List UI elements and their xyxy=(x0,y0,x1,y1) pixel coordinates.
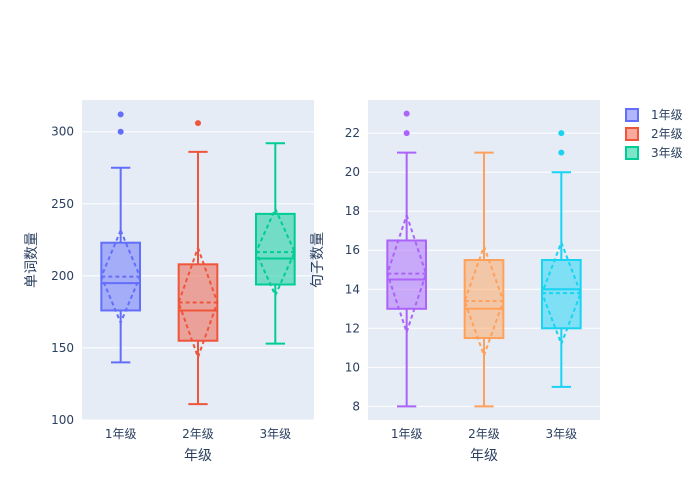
legend-label: 3年级 xyxy=(651,146,683,160)
x-tick-label: 2年级 xyxy=(182,427,214,441)
legend-item[interactable]: 3年级 xyxy=(625,146,683,160)
legend-item[interactable]: 2年级 xyxy=(625,127,683,141)
y-tick-label: 200 xyxy=(51,269,74,283)
outlier-point[interactable] xyxy=(117,128,124,135)
sd-diamond xyxy=(463,243,505,359)
y-axis-title: 单词数量 xyxy=(24,232,40,288)
sd-diamond xyxy=(100,227,142,326)
sd-diamond xyxy=(177,244,219,361)
box-iqr xyxy=(255,212,296,286)
legend-label: 2年级 xyxy=(651,127,683,141)
legend[interactable]: 1年级 2年级 3年级 xyxy=(625,108,683,160)
x-axis-title: 年级 xyxy=(184,448,212,464)
outlier-point[interactable] xyxy=(117,111,124,118)
y-tick-label: 16 xyxy=(345,243,360,257)
box-iqr xyxy=(386,239,428,310)
x-axis-title: 年级 xyxy=(470,448,498,464)
box-trace[interactable] xyxy=(463,151,505,408)
box-trace[interactable] xyxy=(540,130,582,388)
x-tick-label: 3年级 xyxy=(260,427,292,441)
y-tick-label: 300 xyxy=(51,125,74,139)
sd-diamond xyxy=(254,206,296,298)
sd-diamond xyxy=(540,239,582,347)
outlier-point[interactable] xyxy=(403,130,410,137)
x-tick-label: 2年级 xyxy=(468,427,500,441)
x-tick-label: 1年级 xyxy=(105,427,137,441)
outlier-point[interactable] xyxy=(195,120,201,127)
box-iqr xyxy=(463,259,505,340)
legend-swatch xyxy=(625,108,639,122)
y-tick-label: 250 xyxy=(51,197,74,211)
box-iqr xyxy=(100,241,142,312)
y-tick-label: 10 xyxy=(345,360,360,374)
legend-swatch xyxy=(625,146,639,160)
y-tick-label: 14 xyxy=(345,282,360,296)
outlier-point[interactable] xyxy=(558,149,565,156)
legend-label: 1年级 xyxy=(651,108,683,122)
y-tick-label: 100 xyxy=(51,413,74,427)
box-iqr xyxy=(177,263,219,342)
outlier-point[interactable] xyxy=(558,130,565,137)
x-tick-label: 3年级 xyxy=(546,427,578,441)
box-trace[interactable] xyxy=(100,111,142,364)
y-tick-label: 8 xyxy=(352,399,360,413)
box-iqr xyxy=(541,259,582,330)
y-axis-title: 句子数量 xyxy=(310,232,326,288)
y-tick-label: 18 xyxy=(345,204,360,218)
box-trace[interactable] xyxy=(254,142,296,345)
y-tick-label: 20 xyxy=(345,165,360,179)
legend-swatch xyxy=(625,127,639,141)
sd-diamond xyxy=(386,211,428,336)
outlier-point[interactable] xyxy=(403,110,410,117)
legend-item[interactable]: 1年级 xyxy=(625,108,683,122)
box-trace[interactable] xyxy=(177,120,219,406)
y-tick-label: 150 xyxy=(51,341,74,355)
box-trace[interactable] xyxy=(386,110,428,408)
y-tick-label: 12 xyxy=(345,321,360,335)
y-tick-label: 22 xyxy=(345,126,360,140)
x-tick-label: 1年级 xyxy=(391,427,423,441)
